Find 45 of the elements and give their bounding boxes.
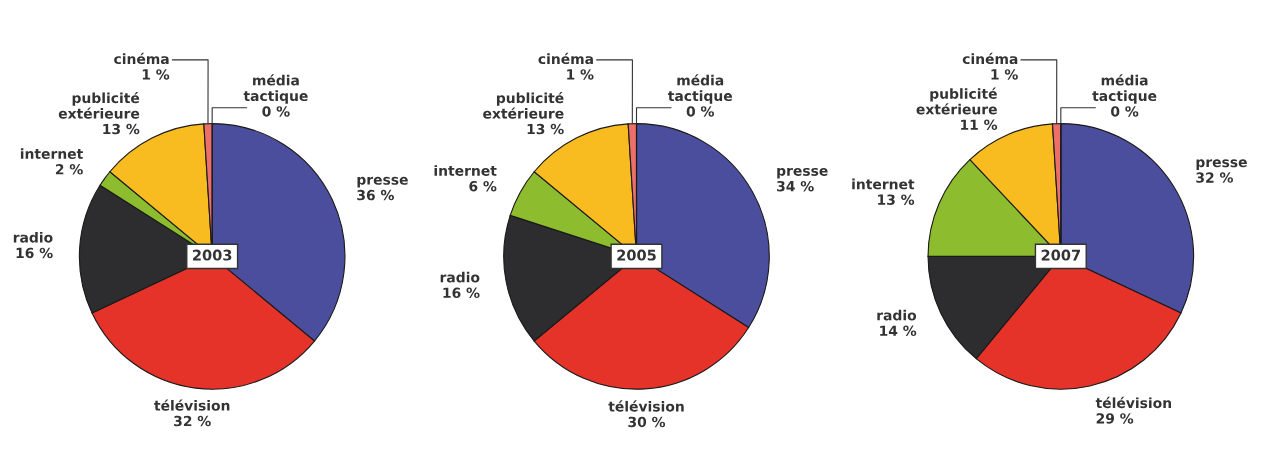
data-label: 16 % <box>16 247 53 259</box>
text: 2005 <box>617 249 656 261</box>
slice-label: cinéma <box>962 52 1018 65</box>
data-label: 32 % <box>174 415 211 427</box>
data-label: 29 % <box>1096 413 1134 424</box>
category-label: média tactique <box>243 74 308 104</box>
slice-label: internet <box>852 178 915 190</box>
slice-label: radio <box>877 309 917 321</box>
text: 0 % <box>686 106 714 117</box>
slice-label: publicité extérieure <box>483 91 564 119</box>
data-label: 13 % <box>527 123 564 135</box>
slice-label: télévision <box>1095 396 1172 409</box>
slice-label: presse <box>357 176 408 188</box>
data-label: 6 % <box>469 180 497 192</box>
data-label: 13 % <box>103 123 140 135</box>
data-label: 13 % <box>878 194 915 205</box>
text: 0 % <box>1111 106 1139 117</box>
data-label: 34 % <box>777 180 814 192</box>
text: 0 % <box>262 106 290 117</box>
data-label: 1 % <box>142 69 170 80</box>
slice-label: publicité extérieure <box>916 87 997 115</box>
data-label: 2 % <box>55 164 83 175</box>
slice-label: télévision <box>608 400 684 412</box>
slice-label: cinéma <box>114 52 169 65</box>
slice-label: cinéma <box>538 52 593 65</box>
data-label: 11 % <box>961 119 998 131</box>
data-label: 32 % <box>1196 172 1233 183</box>
slice-label: internet <box>20 148 83 159</box>
slice-label: presse <box>1196 159 1247 170</box>
slice-label: radio <box>13 231 53 243</box>
data-label: 16 % <box>443 287 480 299</box>
slice-label: publicité extérieure <box>58 91 140 119</box>
slice-label: presse <box>777 167 828 179</box>
slice-label: radio <box>440 271 480 283</box>
slice-label: télévision <box>154 399 230 411</box>
text: 2007 <box>1041 249 1080 261</box>
slice-label: internet <box>434 165 497 176</box>
category-label: média tactique <box>1092 74 1157 104</box>
data-label: 14 % <box>880 325 917 337</box>
text: 2003 <box>193 249 232 261</box>
category-label: média tactique <box>667 74 733 104</box>
data-label: 1 % <box>567 69 594 80</box>
data-label: 30 % <box>628 416 666 428</box>
data-label: 36 % <box>357 189 394 201</box>
data-label: 1 % <box>991 69 1018 80</box>
